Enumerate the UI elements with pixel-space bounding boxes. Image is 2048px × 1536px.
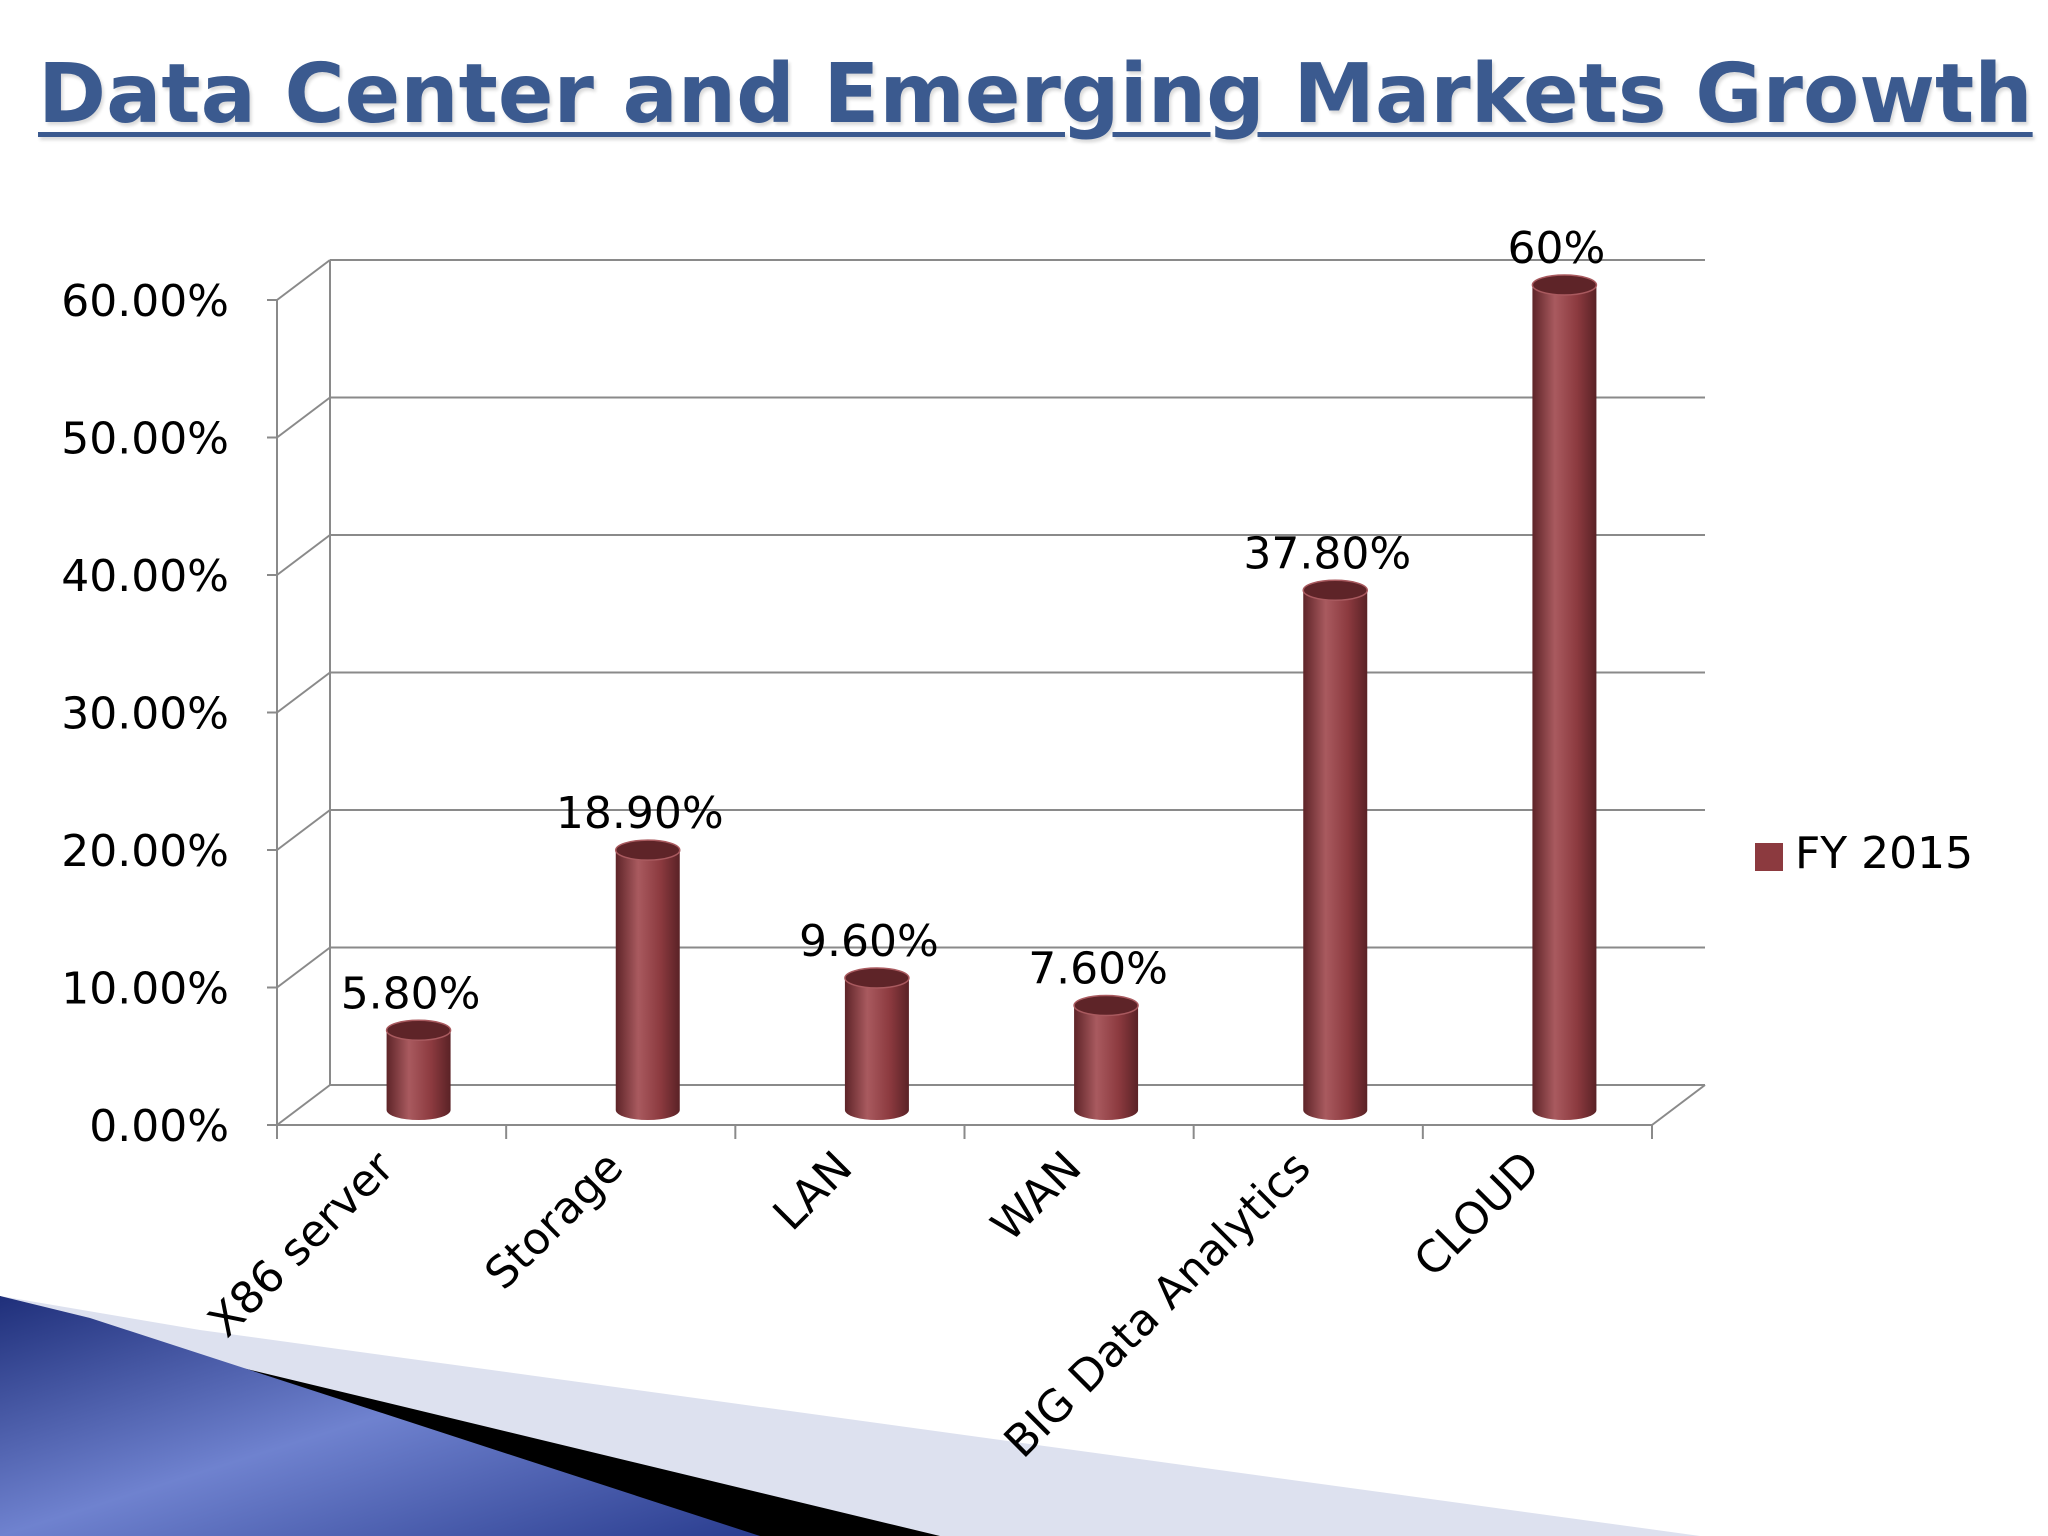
data-labels: 5.80% 18.90% 9.60% 7.60% 37.80% 60% [341, 223, 1606, 1019]
category-label-2: LAN [764, 1142, 863, 1241]
bar-5 [1531, 274, 1598, 1120]
legend-entry-0: FY 2015 [1755, 828, 1973, 879]
decor-blue-wedge [0, 1296, 760, 1536]
bar-body-2 [844, 978, 909, 1120]
gridline-depth-5 [276, 396, 331, 439]
legend-label: FY 2015 [1795, 828, 1973, 879]
gridline-depth-6 [276, 259, 331, 301]
bar-top-5 [1531, 274, 1598, 296]
ytick-label-6: 60.00% [61, 276, 229, 327]
bar-top-1 [615, 839, 681, 861]
ytick-label-0: 0.00% [89, 1101, 229, 1152]
bar-top-3 [1073, 994, 1139, 1017]
data-label-2: 9.60% [799, 916, 939, 967]
floor-right-edge [1651, 1084, 1706, 1126]
data-label-5: 60% [1508, 223, 1606, 274]
category-label-5: CLOUD [1405, 1142, 1550, 1287]
bar-4 [1302, 579, 1368, 1120]
data-label-0: 5.80% [341, 968, 481, 1019]
bar-2 [844, 967, 910, 1120]
bar-body-3 [1074, 1005, 1139, 1120]
bar-3 [1073, 994, 1139, 1120]
bars [385, 274, 1598, 1120]
bar-top-0 [385, 1019, 452, 1041]
bar-body-5 [1532, 285, 1597, 1120]
bar-body-1 [615, 850, 680, 1120]
ytick-label-2: 20.00% [61, 826, 229, 877]
y-axis-ticks: 0.00% 10.00% 20.00% 30.00% 40.00% 50.00% 60.00… [61, 276, 277, 1152]
ytick-label-3: 30.00% [61, 689, 229, 740]
bar-body-4 [1303, 590, 1368, 1120]
grid-lines [276, 259, 1705, 1126]
category-label-0: X86 server [199, 1141, 405, 1347]
category-label-1: Storage [475, 1142, 633, 1300]
axes [276, 260, 1706, 1139]
gridline-depth-0 [276, 1084, 331, 1126]
bar-top-2 [844, 967, 910, 989]
bar-top-4 [1302, 579, 1368, 601]
data-label-1: 18.90% [556, 788, 724, 839]
gridline-depth-3 [276, 671, 331, 714]
ytick-label-1: 10.00% [61, 964, 229, 1015]
gridline-depth-1 [276, 946, 331, 989]
gridline-depth-4 [276, 534, 331, 576]
legend: FY 2015 [1755, 828, 1973, 879]
category-label-3: WAN [982, 1142, 1092, 1252]
gridline-depth-2 [276, 809, 331, 851]
legend-swatch [1755, 843, 1783, 871]
bar-1 [615, 839, 681, 1120]
ytick-label-4: 40.00% [61, 551, 229, 602]
data-label-4: 37.80% [1243, 528, 1411, 579]
slide-title: Data Center and Emerging Markets Growth [38, 47, 2033, 142]
bar-body-0 [386, 1030, 451, 1120]
corner-decoration [0, 1296, 1700, 1536]
data-label-3: 7.60% [1028, 944, 1168, 995]
ytick-label-5: 50.00% [61, 414, 229, 465]
bar-0 [385, 1019, 452, 1120]
